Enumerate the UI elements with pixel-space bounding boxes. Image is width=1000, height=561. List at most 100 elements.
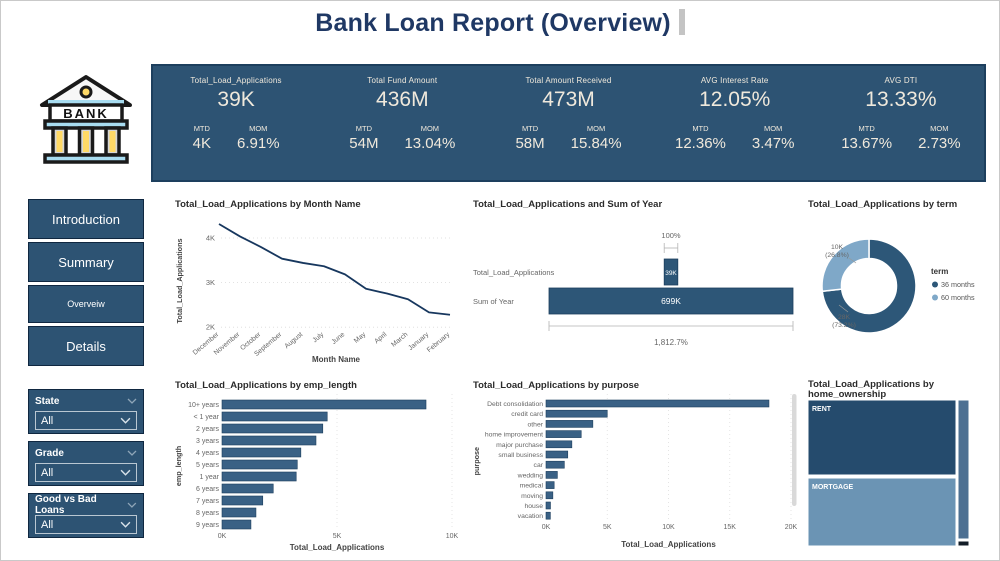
bar-vacation[interactable] — [545, 511, 551, 520]
mtd-label: MTD — [521, 124, 539, 133]
category-label: vacation — [518, 513, 544, 520]
bar-chart-emp-length[interactable]: Total_Load_Applications by emp_length 0K… — [171, 378, 463, 558]
chevron-down-icon[interactable] — [127, 502, 137, 508]
category-label: moving — [521, 493, 543, 500]
donut-callout-pct: (73.2%) — [832, 322, 856, 329]
bar-8-years[interactable] — [221, 507, 257, 518]
chevron-down-icon[interactable] — [127, 398, 137, 404]
filter-state[interactable]: State All — [28, 389, 144, 434]
x-tick-label: May — [353, 331, 368, 345]
mom-label: MOM — [586, 124, 606, 133]
treemap-home-ownership[interactable]: Total_Load_Applications by home_ownershi… — [804, 378, 996, 558]
mtd-label: MTD — [355, 124, 372, 133]
funnel-bottom-annotation: 1,812.7% — [654, 338, 688, 347]
x-tick-label: July — [312, 331, 326, 345]
bar-6-years[interactable] — [221, 483, 274, 494]
category-label: Debt consolidation — [487, 401, 543, 408]
category-label: major purchase — [496, 442, 543, 449]
filter-dropdown[interactable]: All — [35, 515, 137, 534]
sidebar-item-summary[interactable]: Summary — [28, 242, 144, 282]
funnel-bar-value: 39K — [665, 270, 677, 277]
bar--1-year[interactable] — [221, 411, 328, 422]
treemap-node-label: MORTGAGE — [812, 484, 854, 491]
kpi-label: Total_Load_Applications — [190, 76, 282, 85]
x-tick-label: 10K — [446, 533, 459, 540]
filter-grade[interactable]: Grade All — [28, 441, 144, 486]
treemap-node[interactable] — [957, 540, 970, 547]
kpi-value: 13.33% — [865, 88, 937, 111]
legend-label: 60 months — [941, 293, 975, 302]
treemap-node-mortgage[interactable] — [807, 477, 957, 547]
chart-title: Total_Load_Applications and Sum of Year — [473, 199, 663, 210]
donut-slice-36-months[interactable] — [821, 238, 917, 334]
mtd-value: 54M — [349, 135, 379, 152]
bar-other[interactable] — [545, 420, 594, 428]
kpi-label: Total Amount Received — [525, 76, 612, 85]
svg-text:3K: 3K — [206, 278, 215, 287]
bar-10+-years[interactable] — [221, 399, 427, 410]
bar-9-years[interactable] — [221, 519, 252, 530]
bar-credit-card[interactable] — [545, 409, 608, 418]
bar-2-years[interactable] — [221, 423, 324, 434]
funnel-chart-canvas[interactable]: Total_Load_Applications 39K Sum of Year 699… — [469, 211, 797, 367]
line-series[interactable] — [218, 223, 451, 316]
x-tick-label: 0K — [218, 533, 227, 540]
legend-swatch — [932, 281, 938, 288]
category-label: car — [534, 462, 544, 469]
filter-good-vs-bad-loans[interactable]: Good vs Bad Loans All — [28, 493, 144, 538]
donut-slice-60-months[interactable] — [821, 238, 870, 293]
funnel-bar[interactable] — [663, 258, 679, 286]
donut-chart-canvas[interactable]: 10K(26.8%) 28K(73.2%) term 36 months 60 mont… — [804, 211, 996, 367]
funnel-bar[interactable] — [548, 287, 794, 315]
line-chart-applications-by-month[interactable]: Total_Load_Applications by Month Name 4K… — [171, 197, 463, 369]
legend-swatch — [932, 294, 938, 301]
funnel-chart-applications-and-year[interactable]: Total_Load_Applications and Sum of Year … — [469, 197, 797, 369]
bar-medical[interactable] — [545, 481, 555, 489]
bar-major-purchase[interactable] — [545, 440, 573, 449]
bar-car[interactable] — [545, 460, 565, 469]
bar-home-improvement[interactable] — [545, 430, 582, 438]
category-label: 9 years — [196, 522, 219, 529]
bar-3-years[interactable] — [221, 435, 317, 446]
chevron-down-icon[interactable] — [127, 450, 137, 456]
treemap-node[interactable] — [957, 399, 970, 540]
treemap-canvas[interactable]: RENT MORTGAGE — [804, 399, 996, 558]
bar-4-years[interactable] — [221, 447, 302, 458]
bar-5-years[interactable] — [221, 459, 298, 470]
chart-title: Total_Load_Applications by home_ownershi… — [808, 379, 934, 400]
mom-value: 6.91% — [237, 135, 280, 152]
filter-dropdown[interactable]: All — [35, 411, 137, 430]
bar-house[interactable] — [545, 501, 551, 510]
treemap-node-rent[interactable] — [807, 399, 957, 476]
mom-label: MOM — [249, 124, 268, 133]
bar-debt-consolidation[interactable] — [545, 399, 770, 408]
kpi-card-total-applications: Total_Load_Applications 39K MTD 4K MOM 6.9… — [153, 66, 319, 180]
bar-1-year[interactable] — [221, 471, 297, 482]
mom-value: 3.47% — [751, 135, 795, 152]
bar-wedding[interactable] — [545, 471, 558, 479]
bar-moving[interactable] — [545, 491, 554, 500]
category-label: < 1 year — [194, 414, 220, 421]
sidebar-item-introduction[interactable]: Introduction — [28, 199, 144, 239]
bar-small-business[interactable] — [545, 450, 569, 459]
scrollbar-thumb[interactable] — [792, 394, 797, 506]
svg-text:2K: 2K — [206, 323, 215, 332]
donut-chart-term[interactable]: Total_Load_Applications by term 10K (26.8… — [804, 197, 996, 369]
chevron-down-icon — [120, 521, 131, 528]
x-axis-title: Total_Load_Applications — [621, 540, 716, 549]
sidebar-item-overview[interactable]: Overveiw — [28, 285, 144, 323]
x-tick-label: 10K — [662, 524, 675, 531]
bar-7-years[interactable] — [221, 495, 264, 506]
sidebar-nav: Introduction Summary Overveiw Details — [28, 199, 144, 369]
sidebar-item-details[interactable]: Details — [28, 326, 144, 366]
x-tick-label: June — [330, 331, 346, 346]
bar-chart-canvas[interactable]: 0K 5K 10K 10+ years < 1 year 2 years 3 years 4 … — [171, 392, 463, 556]
y-axis-title: Total_Load_Applications — [175, 239, 184, 324]
kpi-value: 12.05% — [699, 88, 771, 111]
funnel-top-annotation: 100% — [661, 231, 681, 240]
bar-chart-canvas[interactable]: 0K 5K 10K 15K 20K Debt consolidation credit ca… — [469, 392, 798, 556]
bar-chart-purpose[interactable]: Total_Load_Applications by purpose 0K 5K 1… — [469, 378, 798, 558]
x-axis-title: Month Name — [312, 355, 361, 364]
filter-dropdown[interactable]: All — [35, 463, 137, 482]
